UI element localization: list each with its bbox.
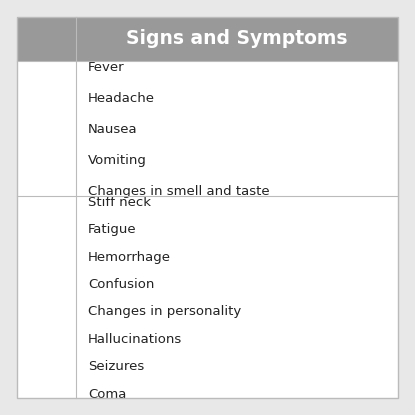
- Text: Stiff neck: Stiff neck: [88, 196, 151, 209]
- Text: Coma: Coma: [88, 388, 127, 401]
- Text: Hemorrhage: Hemorrhage: [88, 251, 171, 264]
- Text: Headache: Headache: [88, 93, 155, 105]
- Text: Fatigue: Fatigue: [88, 223, 137, 236]
- Text: Changes in smell and taste: Changes in smell and taste: [88, 186, 270, 198]
- Text: Vomiting: Vomiting: [88, 154, 147, 167]
- Text: Changes in personality: Changes in personality: [88, 305, 242, 318]
- Text: Fever: Fever: [88, 61, 125, 74]
- Text: Nausea: Nausea: [88, 123, 138, 137]
- Text: Hallucinations: Hallucinations: [88, 333, 183, 346]
- Bar: [17, 17, 398, 61]
- Text: Signs and Symptoms: Signs and Symptoms: [126, 29, 348, 48]
- Text: Confusion: Confusion: [88, 278, 155, 291]
- Text: Seizures: Seizures: [88, 360, 144, 374]
